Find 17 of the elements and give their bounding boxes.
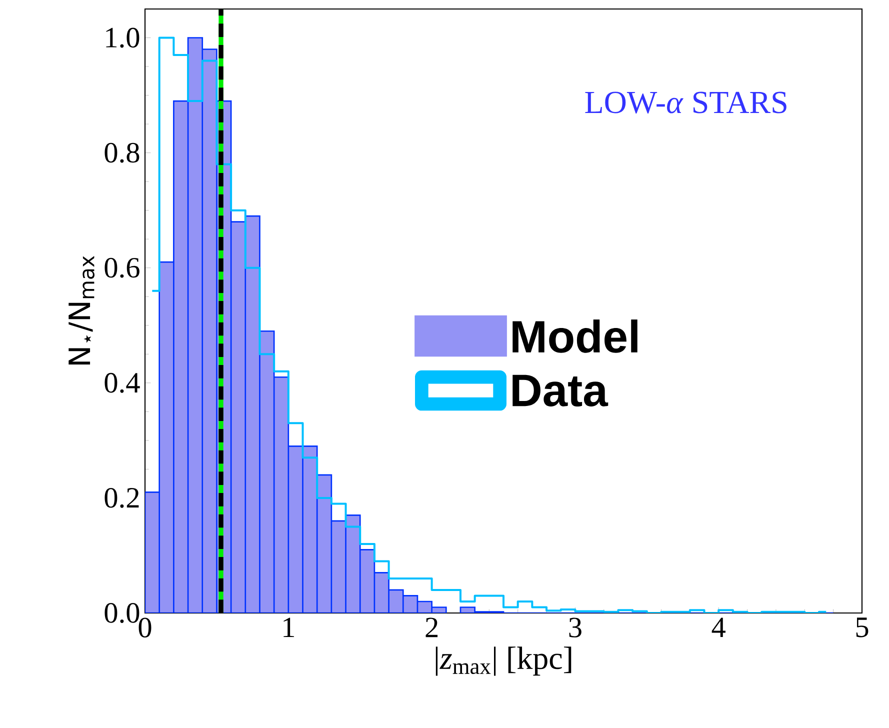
- y-tick-label: 0.4: [104, 372, 140, 393]
- y-tick-label: 1.0: [106, 28, 140, 48]
- x-tick-label: 2: [426, 618, 438, 638]
- y-tick-label: 0.2: [104, 488, 139, 508]
- x-tick-label: 0: [138, 618, 152, 638]
- x-tick-label: 5: [856, 618, 868, 638]
- y-tick-label: 0.8: [104, 142, 140, 163]
- x-tick-label: 3: [569, 618, 582, 638]
- legend-label: Data: [512, 374, 608, 407]
- x-tick-label: 4: [712, 618, 726, 638]
- legend-label: Model: [512, 320, 638, 353]
- x-axis-title: |z$_{max}$| [kpc]: [436, 646, 572, 676]
- y-tick-label: 0.6: [104, 258, 140, 278]
- annotation: LOW-α STARS: [585, 92, 786, 114]
- y-tick-label: 0.0: [104, 603, 140, 623]
- y-axis-title: N$_{⋆}$/N$_{max}$: [68, 256, 94, 364]
- x-tick-label: 1: [284, 618, 294, 638]
